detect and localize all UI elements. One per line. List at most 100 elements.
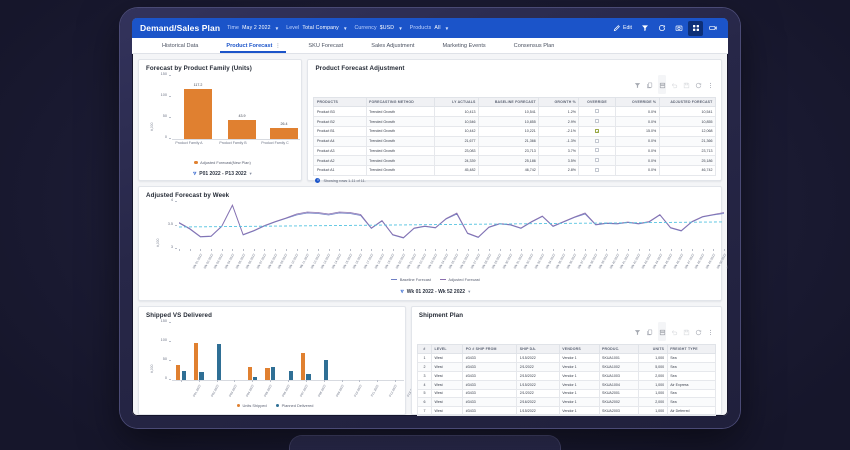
table-row[interactable]: Product B3 Trended Growth 10,413 10,541 1.2%… bbox=[313, 106, 717, 118]
col-level[interactable]: LEVEL bbox=[431, 343, 464, 355]
bar-units-shipped-P08-2022[interactable] bbox=[301, 352, 306, 380]
cell-override[interactable] bbox=[578, 165, 616, 176]
bar-units-shipped-P01-2022[interactable] bbox=[176, 365, 181, 380]
filter-icon[interactable] bbox=[634, 76, 641, 94]
col-freight-type[interactable]: FREIGHT TYPE bbox=[666, 343, 717, 355]
col-adjusted-forecast[interactable]: ADJUSTED FORECAST bbox=[658, 96, 717, 108]
undo-icon[interactable] bbox=[671, 323, 678, 341]
legend-item-baseline-forecast[interactable]: Baseline Forecast bbox=[391, 277, 431, 282]
tab-product-forecast[interactable]: Product Forecast ⋮ bbox=[212, 38, 294, 53]
bar-planned-delivered-P01-2022[interactable] bbox=[181, 371, 186, 380]
checkbox-icon[interactable] bbox=[595, 158, 599, 163]
table-row[interactable]: 6 West #3433 2/16/2022 Vendor 1 SKUA2002 2,000… bbox=[416, 397, 717, 408]
refresh-icon[interactable] bbox=[695, 76, 702, 94]
table-row[interactable]: 5 West #3433 2/1/2022 Vendor 1 SKUA2001 1,000 S… bbox=[416, 388, 717, 399]
col-baseline-forecast[interactable]: BASELINE FORECAST bbox=[478, 96, 540, 108]
tab-consensus-plan[interactable]: Consensus Plan bbox=[500, 38, 569, 53]
refresh-icon[interactable] bbox=[695, 323, 702, 341]
bar-planned-delivered-P08-2022[interactable] bbox=[306, 374, 311, 380]
checkbox-icon[interactable] bbox=[595, 148, 599, 153]
bar-planned-delivered-P06-2022[interactable] bbox=[270, 366, 275, 380]
filter-currency[interactable]: Currency $USD ▼ bbox=[354, 25, 402, 31]
table-row[interactable]: 1 West #3433 1/15/2022 Vendor 1 SKUA1001 1,000… bbox=[416, 353, 717, 364]
cell-override[interactable] bbox=[578, 145, 616, 157]
table-row[interactable]: 3 West #3433 2/15/2022 Vendor 1 SKUA1003 2,000… bbox=[416, 370, 717, 381]
undo-icon[interactable] bbox=[671, 76, 678, 94]
cell-override[interactable]: ✓ bbox=[578, 125, 616, 137]
checkbox-icon[interactable] bbox=[595, 138, 599, 143]
forecast-table-wrapper[interactable]: PRODUCTS FORECASTING METHOD LY ACTUALS B… bbox=[308, 96, 721, 176]
tab-sku-forecast[interactable]: SKU Forecast bbox=[294, 38, 357, 53]
table-row[interactable]: Product A2 Trended Growth 24,339 25,186 3.5%… bbox=[313, 155, 717, 167]
col-forecasting-method[interactable]: FORECASTING METHOD bbox=[365, 96, 435, 108]
col-ship-date[interactable]: SHIP DA. bbox=[516, 343, 560, 355]
cell-override[interactable] bbox=[578, 155, 616, 167]
refresh-button[interactable] bbox=[654, 21, 669, 36]
table-row[interactable]: Product B1 Trended Growth 10,442 10,221 -2.1… bbox=[313, 125, 717, 137]
table-row[interactable]: Product B2 Trended Growth 10,546 10,855 2.9%… bbox=[313, 116, 717, 127]
filter-button[interactable] bbox=[637, 21, 652, 36]
table-row[interactable]: 4 West #3433 1/15/2022 Vendor 1 SKUA1004 1,000… bbox=[416, 379, 717, 390]
checkbox-checked-icon[interactable]: ✓ bbox=[595, 128, 600, 134]
more-options-icon[interactable] bbox=[707, 323, 714, 341]
legend-item-planned-delivered[interactable]: Planned Delivered bbox=[275, 403, 313, 408]
table-row[interactable]: Product A1 Trended Growth 45,482 46,742 2.8%… bbox=[313, 165, 717, 176]
legend-item-units-shipped[interactable]: Units Shipped bbox=[236, 403, 267, 408]
table-row[interactable]: Product A3 Trended Growth 23,083 23,713 3.7%… bbox=[313, 145, 717, 157]
col-vendors[interactable]: VENDORS bbox=[558, 343, 600, 355]
legend-item-adjusted-forecast[interactable]: Adjusted Forecast bbox=[439, 277, 480, 282]
table-row[interactable]: Product A4 Trended Growth 21,677 21,366 -1.3… bbox=[313, 135, 717, 147]
col-products[interactable]: PRODUCTS bbox=[313, 96, 367, 108]
save-icon[interactable] bbox=[683, 323, 690, 341]
checkbox-icon[interactable] bbox=[595, 109, 599, 114]
tab-sales-adjustment[interactable]: Sales Adjustment bbox=[357, 38, 428, 53]
filter-level[interactable]: Level Total Company ▼ bbox=[286, 25, 347, 31]
col-po-ship-from[interactable]: PO # SHIP FROM bbox=[462, 343, 518, 355]
col-units[interactable]: UNITS bbox=[638, 343, 668, 355]
cell-override[interactable] bbox=[578, 116, 616, 127]
bar-units-shipped-P05-2022[interactable] bbox=[247, 366, 252, 380]
tab-historical-data[interactable]: Historical Data bbox=[148, 38, 212, 53]
layout-grid-button[interactable] bbox=[688, 20, 703, 36]
period-selector[interactable]: ▿ Wk 01 2022 - Wk 52 2022 ▾ bbox=[139, 288, 728, 296]
col-override-pct[interactable]: OVERRIDE % bbox=[614, 96, 660, 108]
cell-override[interactable] bbox=[578, 135, 616, 147]
col-row-number[interactable]: # bbox=[416, 343, 433, 355]
period-selector[interactable]: ▿ P01 2022 - P13 2022 ▾ bbox=[139, 170, 306, 178]
bar-product-family-b[interactable] bbox=[228, 120, 256, 139]
col-ly-actuals[interactable]: LY ACTUALS bbox=[433, 96, 480, 108]
snapshot-button[interactable] bbox=[671, 21, 686, 36]
col-products[interactable]: PRODUC. bbox=[598, 343, 640, 355]
copy-icon[interactable] bbox=[646, 323, 653, 341]
bar-planned-delivered-P09-2022[interactable] bbox=[324, 360, 329, 380]
bar-planned-delivered-P05-2022[interactable] bbox=[252, 377, 258, 380]
checkbox-icon[interactable] bbox=[595, 167, 599, 172]
shipment-table-wrapper[interactable]: # LEVEL PO # SHIP FROM SHIP DA. VENDORS … bbox=[412, 343, 721, 416]
tab-overflow-icon[interactable]: ⋮ bbox=[275, 42, 281, 49]
table-row[interactable]: 2 West #3433 2/1/2022 Vendor 1 SKUA1002 5,000 S… bbox=[416, 362, 717, 372]
bar-planned-delivered-P03-2022[interactable] bbox=[217, 344, 222, 380]
filter-products[interactable]: Products All ▼ bbox=[410, 25, 449, 31]
filter-icon[interactable] bbox=[634, 323, 641, 341]
edit-button[interactable]: Edit bbox=[610, 21, 635, 36]
copy-icon[interactable] bbox=[646, 76, 653, 94]
col-override[interactable]: OVERRIDE bbox=[578, 96, 616, 108]
table-row[interactable]: 7 West #3433 1/15/2022 Vendor 1 SKUA2003 1,000… bbox=[416, 406, 717, 416]
bar-planned-delivered-P07-2022[interactable] bbox=[288, 371, 293, 380]
checkbox-icon[interactable] bbox=[595, 119, 599, 124]
more-options-icon[interactable] bbox=[707, 76, 714, 94]
presentation-button[interactable] bbox=[705, 21, 720, 36]
legend-item-adjusted-forecast[interactable]: Adjusted Forecast(New Plan) bbox=[194, 160, 251, 165]
save-icon[interactable] bbox=[683, 76, 690, 94]
col-growth-pct[interactable]: GROWTH % bbox=[538, 96, 580, 108]
bar-units-shipped-P02-2022[interactable] bbox=[193, 342, 199, 380]
bar-planned-delivered-P02-2022[interactable] bbox=[199, 371, 204, 380]
bar-units-shipped-P06-2022[interactable] bbox=[265, 367, 270, 380]
paste-icon[interactable] bbox=[658, 322, 666, 341]
filter-time[interactable]: Time May 2 2022 ▼ bbox=[227, 25, 279, 31]
bar-product-family-c[interactable] bbox=[270, 128, 298, 139]
bar-product-family-a[interactable] bbox=[184, 89, 212, 139]
cell-override[interactable] bbox=[578, 106, 616, 118]
paste-icon[interactable] bbox=[658, 75, 666, 94]
tab-marketing-events[interactable]: Marketing Events bbox=[428, 38, 499, 53]
